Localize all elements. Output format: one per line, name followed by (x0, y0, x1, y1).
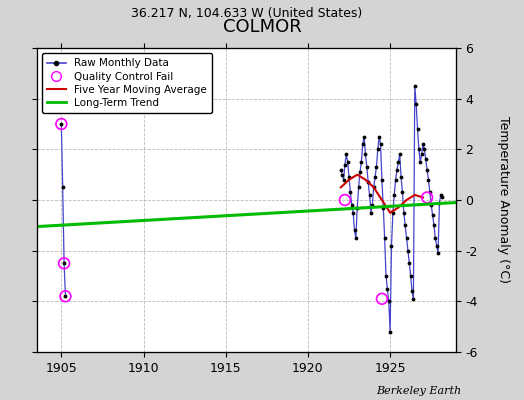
Point (60, 260, 68, 266)
Legend: Raw Monthly Data, Quality Control Fail, Five Year Moving Average, Long-Term Tren: Raw Monthly Data, Quality Control Fail, … (42, 53, 212, 113)
Y-axis label: Temperature Anomaly (°C): Temperature Anomaly (°C) (497, 116, 510, 284)
Point (61, 293, 70, 300)
Title: 36.217 N, 104.633 W (United States): 36.217 N, 104.633 W (United States) (130, 8, 362, 20)
Point (341, 197, 349, 203)
Text: COLMOR: COLMOR (223, 18, 301, 36)
Point (378, 296, 386, 302)
Point (423, 194, 431, 201)
Point (57, 121, 66, 127)
Text: Berkeley Earth: Berkeley Earth (376, 386, 461, 396)
